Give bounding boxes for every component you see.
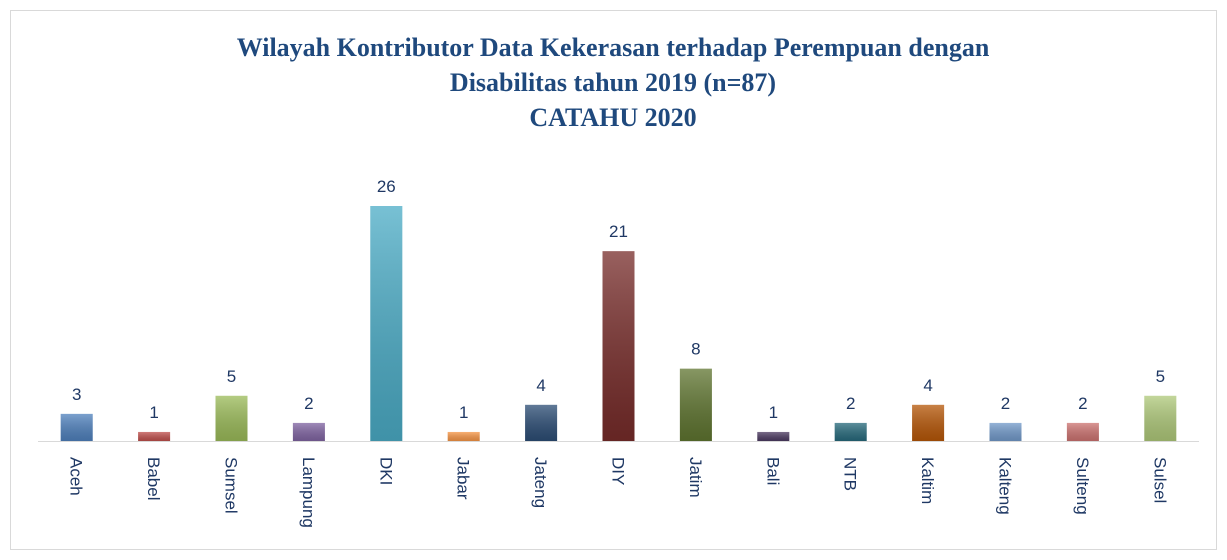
data-label: 2 (1001, 394, 1010, 413)
bar-shade (370, 206, 403, 441)
bar-shade (989, 422, 1022, 441)
bar-shade (834, 422, 867, 441)
bar-shade (447, 431, 480, 441)
x-tick-label: Bali (763, 457, 782, 485)
x-tick-label: DIY (609, 457, 628, 485)
x-tick-label: Jateng (531, 457, 550, 508)
data-label: 1 (769, 403, 778, 422)
x-tick-label: Lampung (299, 457, 318, 528)
x-tick-label: Kalteng (996, 457, 1015, 515)
data-label: 21 (609, 222, 628, 241)
bar-shade (215, 395, 248, 441)
chart-title: CATAHU 2020 (529, 103, 696, 132)
data-label: 4 (536, 376, 545, 395)
bar-shade (525, 404, 558, 441)
x-tick-label: Sulteng (1073, 457, 1092, 515)
x-tick-label: Jatim (686, 457, 705, 498)
bar-shade (292, 422, 325, 441)
bar-shade (757, 431, 790, 441)
x-tick-label: Kaltim (918, 457, 937, 504)
bar-shade (912, 404, 945, 441)
x-tick-label: Babel (144, 457, 163, 500)
bar-shade (1066, 422, 1099, 441)
data-label: 8 (691, 340, 700, 359)
x-tick-label: Sumsel (222, 457, 241, 514)
chart-title: Wilayah Kontributor Data Kekerasan terha… (237, 33, 990, 62)
data-label: 4 (923, 376, 932, 395)
bar-shade (602, 251, 635, 441)
data-label: 2 (846, 394, 855, 413)
x-tick-label: DKI (376, 457, 395, 485)
data-label: 26 (377, 177, 396, 196)
x-tick-label: Jabar (454, 457, 473, 500)
data-label: 3 (72, 385, 81, 404)
x-tick-label: Sulsel (1150, 457, 1169, 503)
chart-title: Disabilitas tahun 2019 (n=87) (450, 68, 776, 97)
data-label: 1 (459, 403, 468, 422)
data-label: 2 (304, 394, 313, 413)
bar-shade (679, 368, 712, 441)
bar-shade (1144, 395, 1177, 441)
data-label: 5 (227, 367, 236, 386)
data-label: 2 (1078, 394, 1087, 413)
bar-shade (60, 413, 93, 441)
bar-shade (138, 431, 171, 441)
data-label: 5 (1156, 367, 1165, 386)
x-tick-label: NTB (841, 457, 860, 491)
x-tick-label: Aceh (67, 457, 86, 496)
data-label: 1 (149, 403, 158, 422)
